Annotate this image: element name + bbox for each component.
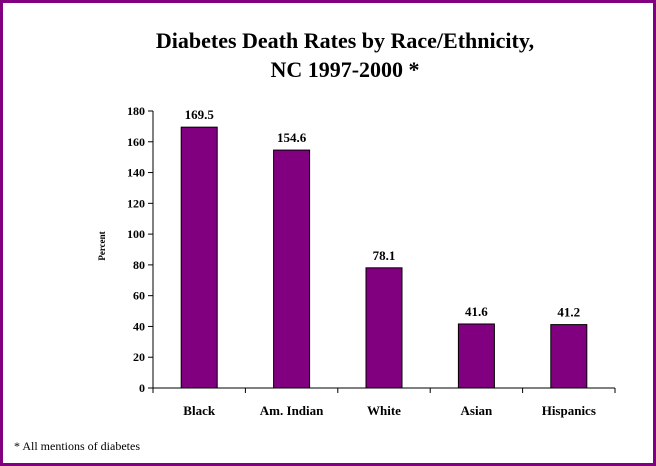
y-tick-label: 0 [139, 381, 145, 395]
data-label: 41.2 [557, 305, 580, 320]
data-label: 154.6 [277, 130, 307, 145]
bar-am-indian [273, 149, 311, 389]
bar-asian [457, 323, 495, 389]
chart-title-line-2: NC 1997-2000 * [270, 57, 419, 82]
y-tick-label: 100 [127, 227, 145, 241]
data-label: 41.6 [465, 304, 488, 319]
y-tick-label: 60 [133, 289, 145, 303]
y-tick-label: 180 [127, 104, 145, 118]
chart-title-line-1: Diabetes Death Rates by Race/Ethnicity, [156, 28, 534, 53]
x-category-label: Am. Indian [260, 403, 324, 418]
y-tick-label: 80 [133, 258, 145, 272]
footnote: * All mentions of diabetes [14, 439, 140, 453]
plot-area: 0 20 40 60 80 100 120 140 160 180 169.5 Black 154.6 A… [127, 104, 616, 418]
bar-hispanics [550, 324, 588, 389]
y-tick-label: 40 [133, 319, 145, 333]
y-tick-label: 160 [127, 135, 145, 149]
data-label: 78.1 [373, 248, 396, 263]
x-category-label: Black [183, 403, 216, 418]
x-category-label: White [367, 403, 401, 418]
bar-white [365, 267, 403, 389]
y-tick-label: 120 [127, 196, 145, 210]
data-label: 169.5 [185, 107, 215, 122]
bar-black [180, 126, 218, 389]
x-category-label: Asian [461, 403, 494, 418]
y-axis-label: Percent [97, 231, 107, 260]
y-tick-label: 20 [133, 350, 145, 364]
y-tick-label: 140 [127, 166, 145, 180]
x-category-label: Hispanics [542, 403, 596, 418]
